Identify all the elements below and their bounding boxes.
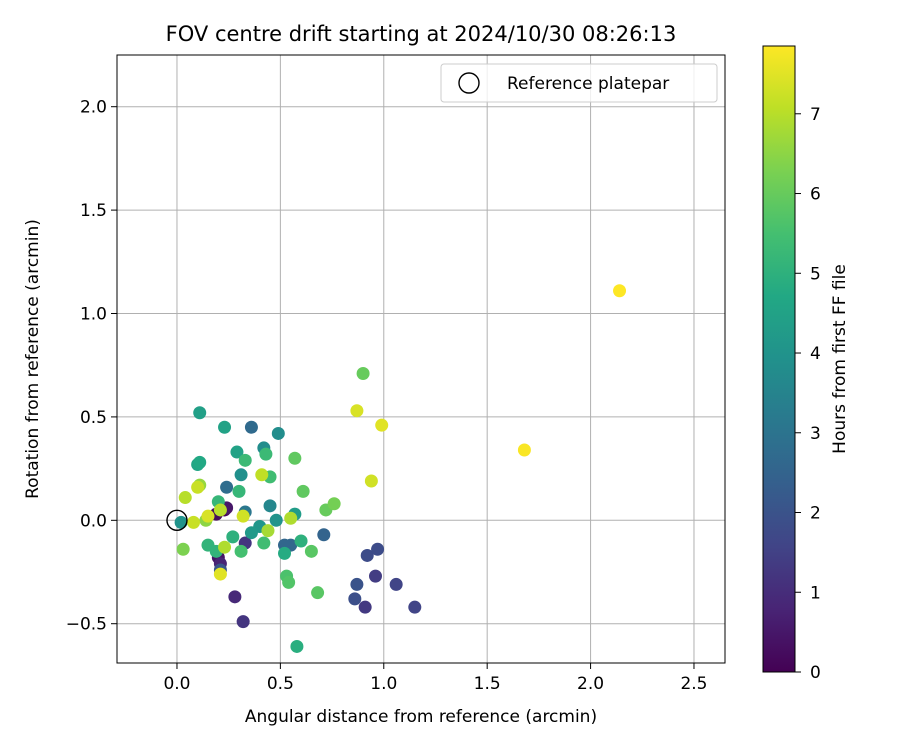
data-point: [282, 575, 296, 589]
data-point: [220, 480, 234, 494]
data-point: [269, 513, 283, 527]
data-point: [613, 284, 627, 298]
data-point: [176, 542, 190, 556]
data-point: [191, 480, 205, 494]
legend: Reference platepar: [440, 63, 718, 103]
data-point: [201, 509, 215, 523]
data-point: [236, 509, 250, 523]
data-point: [288, 451, 302, 465]
y-tick-label: 1.0: [80, 305, 107, 325]
data-point: [174, 515, 188, 529]
data-point: [317, 528, 331, 542]
data-point: [290, 639, 304, 653]
data-point: [232, 484, 246, 498]
data-point: [244, 420, 258, 434]
colorbar-tick-label: 2: [810, 504, 821, 524]
grid-lines: [117, 55, 725, 663]
colorbar-tick-label: 5: [810, 264, 821, 284]
data-point: [358, 600, 372, 614]
x-tick-label: 0.0: [163, 674, 190, 694]
data-point: [278, 546, 292, 560]
data-point: [348, 592, 362, 606]
data-point: [218, 540, 232, 554]
data-point: [369, 569, 383, 583]
data-point: [228, 590, 242, 604]
y-tick-label: 0.0: [80, 511, 107, 531]
y-axis-label: Rotation from reference (arcmin): [23, 219, 43, 499]
data-point: [218, 420, 232, 434]
data-point: [356, 366, 370, 380]
chart-title: FOV centre drift starting at 2024/10/30 …: [166, 22, 677, 46]
y-axis-ticks: −0.5 0.0 0.5 1.0 1.5 2.0: [66, 98, 117, 635]
data-point: [360, 548, 374, 562]
data-point: [255, 468, 269, 482]
data-point: [311, 586, 325, 600]
data-point: [234, 544, 248, 558]
data-point: [244, 526, 258, 540]
data-point: [261, 524, 275, 538]
colorbar-label: Hours from first FF file: [830, 264, 850, 454]
x-tick-label: 0.5: [267, 674, 294, 694]
data-point: [389, 577, 403, 591]
y-tick-label: 2.0: [80, 98, 107, 118]
x-tick-label: 1.0: [370, 674, 397, 694]
data-point: [226, 530, 240, 544]
data-point: [296, 484, 310, 498]
data-point: [187, 515, 201, 529]
data-point: [350, 404, 364, 418]
x-tick-label: 2.0: [577, 674, 604, 694]
data-point: [230, 445, 244, 459]
x-axis-ticks: 0.0 0.5 1.0 1.5 2.0 2.5: [163, 663, 708, 694]
data-point: [371, 542, 385, 556]
data-point: [213, 567, 227, 581]
data-point: [304, 544, 318, 558]
data-point: [294, 534, 308, 548]
data-points: [166, 284, 627, 653]
data-point: [257, 536, 271, 550]
colorbar-tick-label: 0: [810, 663, 821, 683]
data-point: [236, 615, 250, 629]
colorbar-tick-label: 3: [810, 424, 821, 444]
colorbar-tick-label: 1: [810, 583, 821, 603]
data-point: [178, 491, 192, 505]
data-point: [408, 600, 422, 614]
x-tick-label: 2.5: [680, 674, 707, 694]
data-point: [364, 474, 378, 488]
x-tick-label: 1.5: [474, 674, 501, 694]
colorbar: [762, 45, 796, 673]
y-tick-label: 1.5: [80, 201, 107, 221]
legend-label: Reference platepar: [507, 74, 669, 94]
data-point: [259, 447, 273, 461]
data-point: [375, 418, 389, 432]
reference-platepar-marker: [166, 509, 188, 532]
legend-box: [440, 63, 718, 103]
data-point: [517, 443, 531, 457]
colorbar-tick-label: 7: [810, 105, 821, 125]
y-tick-label: 0.5: [80, 408, 107, 428]
data-point: [193, 406, 207, 420]
data-point: [234, 468, 248, 482]
plot-frame: [116, 54, 726, 664]
data-point: [213, 503, 227, 517]
data-point: [327, 497, 341, 511]
x-axis-label: Angular distance from reference (arcmin): [245, 707, 597, 727]
legend-marker-circle: [458, 72, 480, 94]
y-tick-label: −0.5: [66, 615, 107, 635]
colorbar-tick-label: 4: [810, 344, 821, 364]
data-point: [238, 453, 252, 467]
data-point: [263, 499, 277, 513]
data-point: [193, 455, 207, 469]
data-point: [350, 577, 364, 591]
colorbar-ticks: 0 1 2 3 4 5 6 7: [795, 105, 821, 683]
data-point: [271, 426, 285, 440]
colorbar-tick-label: 6: [810, 185, 821, 205]
data-point: [284, 511, 298, 525]
